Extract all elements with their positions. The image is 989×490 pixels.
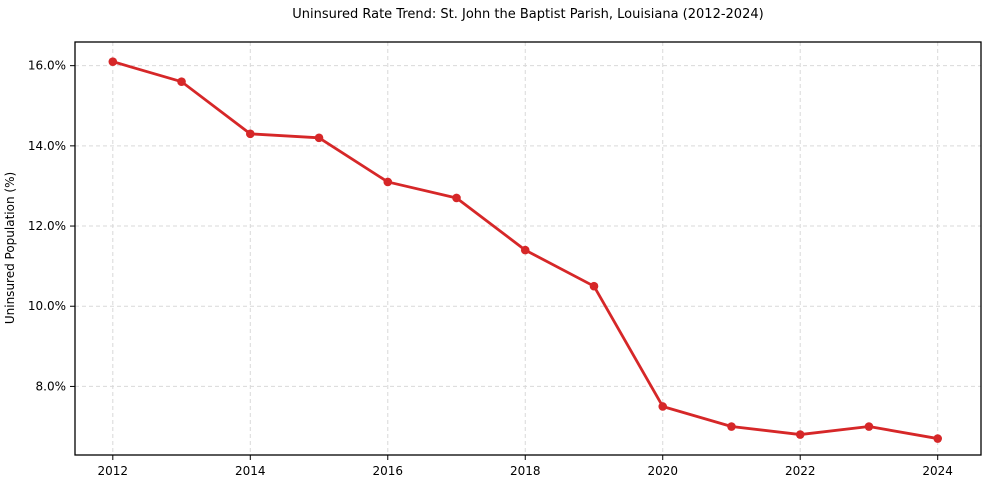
data-point (383, 177, 393, 187)
y-tick-label: 12.0% (28, 219, 66, 233)
data-point (314, 133, 324, 143)
y-tick-label: 8.0% (36, 379, 67, 393)
y-axis-label: Uninsured Population (%) (3, 172, 17, 324)
x-tick-label: 2018 (510, 464, 541, 478)
data-point (589, 281, 599, 291)
data-point (177, 77, 186, 86)
data-point (108, 57, 118, 66)
x-tick-label: 2022 (785, 464, 816, 478)
data-point (933, 434, 942, 443)
data-point (864, 422, 874, 431)
chart-title: Uninsured Rate Trend: St. John the Bapti… (292, 7, 764, 22)
plot-border (74, 41, 982, 456)
data-point (658, 402, 668, 411)
data-point (727, 422, 736, 431)
x-tick-label: 2014 (235, 464, 266, 478)
data-point (520, 245, 530, 255)
x-tick-label: 2016 (372, 464, 403, 478)
y-tick-label: 14.0% (28, 139, 66, 153)
x-tick-label: 2024 (922, 464, 953, 478)
y-tick-label: 16.0% (28, 59, 66, 73)
y-tick-label: 10.0% (28, 299, 66, 313)
data-point (452, 193, 461, 203)
data-point (245, 129, 255, 139)
data-point (795, 430, 805, 439)
x-tick-label: 2012 (98, 464, 129, 478)
x-tick-label: 2020 (647, 464, 678, 478)
